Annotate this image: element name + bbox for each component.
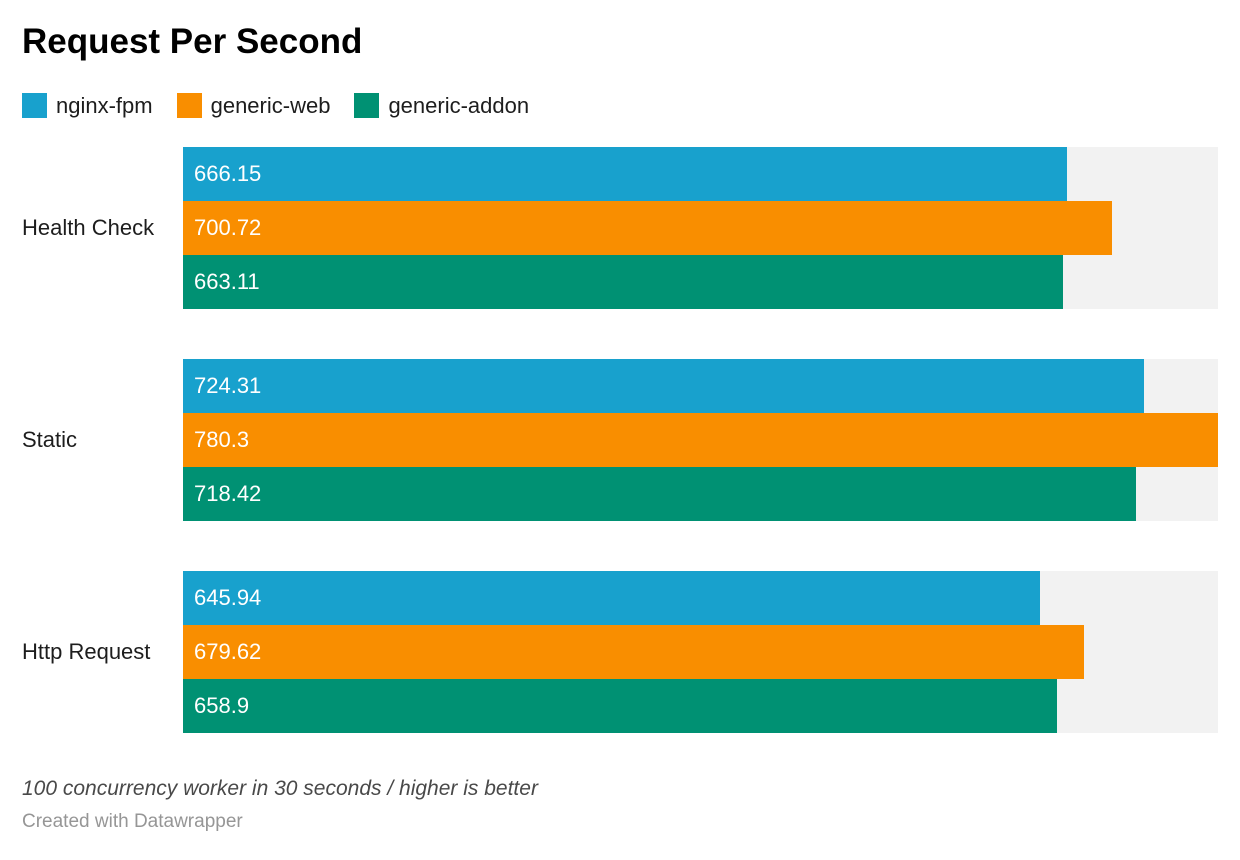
- bar-nginx-fpm: 666.15: [183, 146, 1067, 201]
- bar-nginx-fpm: 724.31: [183, 358, 1144, 413]
- legend: nginx-fpm generic-web generic-addon: [22, 92, 1218, 118]
- legend-label: generic-web: [210, 92, 331, 118]
- legend-item-nginx-fpm: nginx-fpm: [22, 92, 153, 118]
- bar-value-label: 718.42: [194, 480, 262, 506]
- bar-group: Http Request 645.94 679.62 658.9: [22, 570, 1218, 733]
- bar-value-label: 645.94: [194, 584, 262, 610]
- legend-swatch-icon: [176, 92, 202, 118]
- bar-nginx-fpm: 645.94: [183, 570, 1040, 625]
- bar-track: 700.72: [183, 200, 1218, 255]
- legend-label: generic-addon: [388, 92, 530, 118]
- legend-item-generic-web: generic-web: [176, 92, 331, 118]
- bar-track: 780.3: [183, 412, 1218, 467]
- category-label: Health Check: [22, 214, 155, 240]
- bar-value-label: 666.15: [194, 160, 262, 186]
- bar-value-label: 663.11: [194, 268, 260, 294]
- bar-value-label: 658.9: [194, 692, 250, 718]
- bar-track: 724.31: [183, 358, 1218, 413]
- chart-footnote: 100 concurrency worker in 30 seconds / h…: [22, 776, 538, 800]
- legend-item-generic-addon: generic-addon: [354, 92, 530, 118]
- bar-track: 718.42: [183, 466, 1218, 521]
- bar-generic-addon: 658.9: [183, 678, 1057, 733]
- bar-rows: 666.15 700.72 663.11: [183, 146, 1218, 309]
- bar-track: 658.9: [183, 678, 1218, 733]
- category-label: Http Request: [22, 638, 151, 664]
- bar-track: 663.11: [183, 254, 1218, 309]
- legend-swatch-icon: [354, 92, 380, 118]
- bar-generic-addon: 663.11: [183, 254, 1063, 309]
- legend-swatch-icon: [22, 92, 47, 118]
- bar-value-label: 679.62: [194, 638, 262, 664]
- legend-label: nginx-fpm: [56, 92, 153, 118]
- bar-track: 666.15: [183, 146, 1218, 201]
- bar-generic-web: 780.3: [183, 412, 1218, 467]
- bar-rows: 724.31 780.3 718.42: [183, 358, 1218, 521]
- bar-value-label: 700.72: [194, 214, 262, 240]
- bar-track: 679.62: [183, 624, 1218, 679]
- bar-group: Static 724.31 780.3 718.42: [22, 358, 1218, 521]
- category-label: Static: [22, 426, 78, 452]
- bar-value-label: 780.3: [194, 426, 250, 452]
- bar-value-label: 724.31: [194, 372, 262, 398]
- bar-group: Health Check 666.15 700.72 663.11: [22, 146, 1218, 309]
- bar-generic-addon: 718.42: [183, 466, 1136, 521]
- bar-track: 645.94: [183, 570, 1218, 625]
- bar-rows: 645.94 679.62 658.9: [183, 570, 1218, 733]
- datawrapper-credit: Created with Datawrapper: [22, 810, 243, 832]
- bar-chart: Health Check 666.15 700.72 663.11 Static 724.…: [22, 146, 1218, 733]
- bar-generic-web: 700.72: [183, 200, 1113, 255]
- bar-generic-web: 679.62: [183, 624, 1085, 679]
- chart-title: Request Per Second: [22, 22, 363, 61]
